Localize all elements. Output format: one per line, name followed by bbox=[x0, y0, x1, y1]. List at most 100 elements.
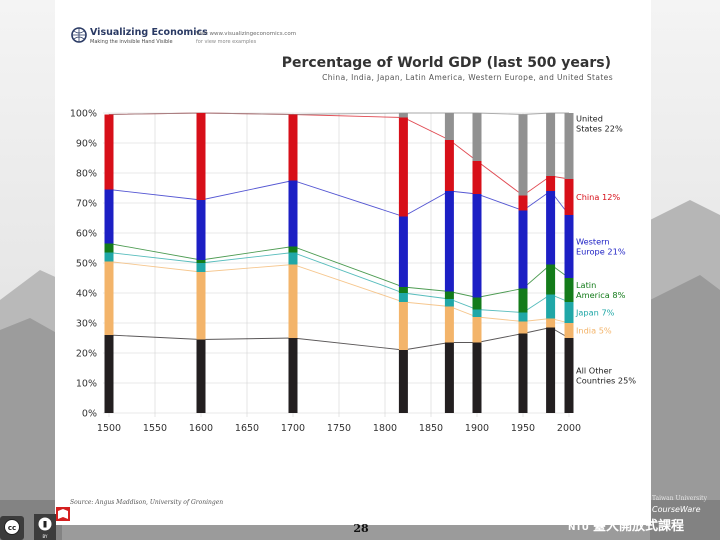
bar-segment-china bbox=[398, 117, 408, 217]
bar-segment-latin_america bbox=[564, 278, 574, 302]
mountain-right-near bbox=[650, 275, 720, 540]
bar-segment-india bbox=[518, 321, 528, 334]
logo-title: Visualizing Economics bbox=[90, 27, 208, 38]
bar-segment-us bbox=[398, 113, 408, 118]
x-tick-label: 2000 bbox=[557, 423, 581, 434]
chart-bars bbox=[104, 113, 574, 413]
bar-segment-china bbox=[196, 113, 206, 200]
bar-segment-japan bbox=[398, 293, 408, 302]
ntu-chinese-title: 臺大開放式課程 bbox=[593, 518, 684, 534]
bar-segment-india bbox=[444, 306, 454, 343]
bar-segment-china bbox=[288, 114, 298, 181]
bar-segment-china bbox=[564, 179, 574, 215]
chart-title: Percentage of World GDP (last 500 years) bbox=[282, 55, 611, 71]
bar-segment-japan bbox=[444, 299, 454, 307]
logo: Visualizing Economics Making the invisib… bbox=[71, 27, 208, 45]
cc-icon-label: cc bbox=[8, 524, 16, 532]
bar-segment-japan bbox=[518, 312, 528, 322]
ntu-university-text: Taiwan University bbox=[652, 495, 708, 502]
bar-segment-latin_america bbox=[398, 287, 408, 293]
bar-segment-other bbox=[564, 338, 574, 413]
chart-axes: 0% 10% 20% 30% 40% 50% 60% 70% 80% 90% 100% 1500 155… bbox=[70, 109, 581, 435]
bar-segment-china bbox=[546, 176, 556, 191]
bar-segment-other bbox=[518, 333, 528, 413]
book-icon-pages bbox=[58, 509, 68, 519]
x-tick-label: 1700 bbox=[281, 423, 305, 434]
x-tick-label: 1900 bbox=[465, 423, 489, 434]
bar-segment-other bbox=[196, 339, 206, 413]
y-tick-label: 10% bbox=[76, 379, 97, 390]
bar-segment-western_europe bbox=[398, 216, 408, 287]
bar-segment-us bbox=[444, 113, 454, 140]
bar-segment-other bbox=[288, 338, 298, 413]
bar-segment-china bbox=[444, 140, 454, 191]
bar-segment-japan bbox=[472, 309, 482, 317]
visit-line-2: for view more examples bbox=[196, 39, 257, 45]
x-tick-label: 1800 bbox=[373, 423, 397, 434]
x-tick-label: 1600 bbox=[189, 423, 213, 434]
chart-subtitle: China, India, Japan, Latin America, West… bbox=[322, 73, 613, 82]
bar-segment-other bbox=[546, 327, 556, 413]
bar-segment-western_europe bbox=[104, 189, 114, 244]
bar-segment-latin_america bbox=[444, 291, 454, 299]
y-tick-label: 0% bbox=[82, 409, 97, 420]
bar-segment-other bbox=[472, 342, 482, 413]
bar-segment-other bbox=[398, 350, 408, 413]
y-tick-label: 80% bbox=[76, 169, 97, 180]
bar-segment-japan bbox=[196, 263, 206, 272]
legend-label-china: China 12% bbox=[576, 192, 620, 202]
x-tick-label: 1950 bbox=[511, 423, 535, 434]
book-icon bbox=[56, 507, 70, 521]
y-tick-label: 40% bbox=[76, 289, 97, 300]
bar-segment-india bbox=[564, 323, 574, 338]
legend-label-latin_america: Latin bbox=[576, 280, 596, 290]
bar-segment-china bbox=[518, 195, 528, 211]
bar-segment-latin_america bbox=[518, 288, 528, 313]
x-tick-label: 1750 bbox=[327, 423, 351, 434]
bar-segment-western_europe bbox=[288, 180, 298, 247]
x-tick-label: 1550 bbox=[143, 423, 167, 434]
y-tick-label: 100% bbox=[70, 109, 97, 120]
legend-label-japan: Japan 7% bbox=[575, 308, 615, 318]
mountain-left-near bbox=[0, 318, 62, 540]
y-tick-label: 50% bbox=[76, 259, 97, 270]
bar-segment-latin_america bbox=[104, 243, 114, 253]
bar-segment-india bbox=[546, 318, 556, 328]
bar-segment-india bbox=[104, 261, 114, 335]
logo-tagline: Making the invisible Hand Visible bbox=[90, 39, 173, 45]
ntu-label: NTU bbox=[568, 523, 589, 533]
bar-segment-other bbox=[104, 335, 114, 413]
bar-segment-india bbox=[288, 264, 298, 338]
legend-label-latin_america-line2: America 8% bbox=[576, 290, 626, 300]
globe-icon-lines bbox=[72, 28, 86, 42]
visit-line-1: Visit www.visualizingeconomics.com bbox=[196, 31, 296, 37]
legend-label-western_europe-line2: Europe 21% bbox=[576, 247, 626, 257]
cc-badge: cc bbox=[0, 516, 24, 540]
bar-segment-us bbox=[472, 113, 482, 161]
legend-label-western_europe: Western bbox=[576, 237, 610, 247]
legend-label-other-line2: Countries 25% bbox=[576, 376, 636, 386]
bar-segment-western_europe bbox=[546, 191, 556, 265]
by-label: BY bbox=[43, 534, 49, 539]
y-tick-label: 30% bbox=[76, 319, 97, 330]
by-badge: BY bbox=[34, 514, 56, 540]
bar-segment-india bbox=[398, 302, 408, 350]
bar-segment-western_europe bbox=[196, 200, 206, 260]
bar-segment-china bbox=[472, 161, 482, 194]
cc-icon bbox=[4, 519, 20, 535]
bar-segment-india bbox=[196, 272, 206, 340]
bar-segment-latin_america bbox=[288, 246, 298, 253]
bar-segment-us bbox=[564, 113, 574, 179]
bar-segment-latin_america bbox=[546, 264, 556, 295]
bar-segment-western_europe bbox=[472, 194, 482, 298]
page-number: 28 bbox=[353, 522, 369, 535]
bar-segment-japan bbox=[288, 252, 298, 265]
ntu-courseware-text: CourseWare bbox=[652, 505, 701, 514]
y-tick-label: 90% bbox=[76, 139, 97, 150]
bar-segment-latin_america bbox=[196, 260, 206, 263]
legend-label-india: India 5% bbox=[576, 326, 612, 336]
ntu-ocw-logo: Taiwan University CourseWare NTU 臺大開放式課程 bbox=[568, 495, 708, 534]
